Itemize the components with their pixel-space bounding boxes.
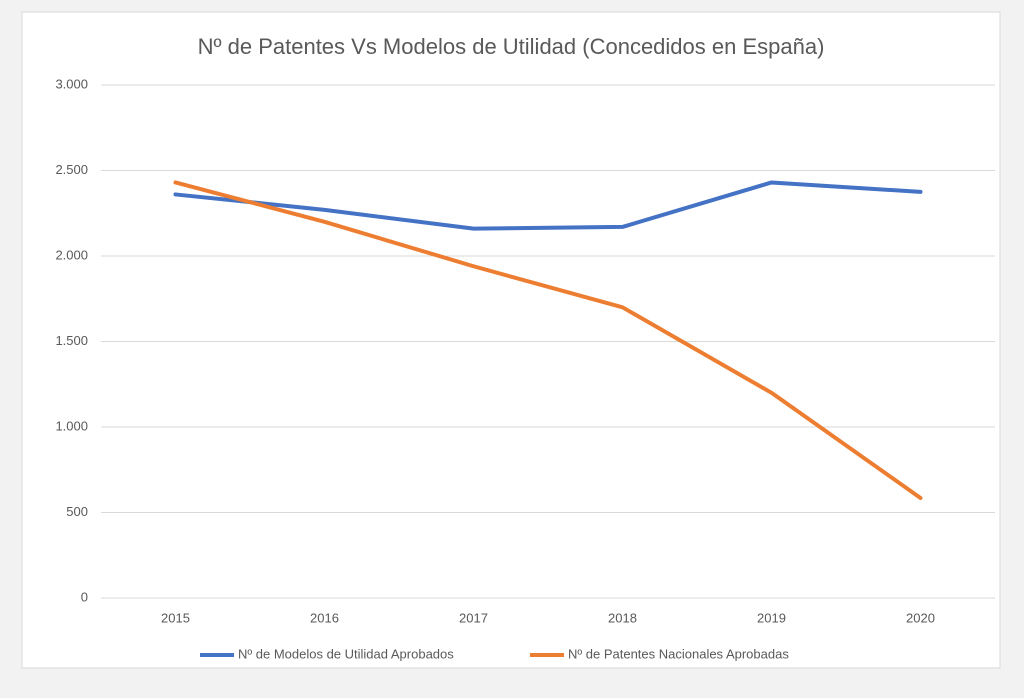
x-tick-label: 2019 (757, 610, 786, 625)
chart-title: Nº de Patentes Vs Modelos de Utilidad (C… (198, 34, 825, 59)
series-line (173, 180, 923, 500)
x-tick-label: 2018 (608, 610, 637, 625)
y-tick-label: 3.000 (55, 76, 88, 91)
x-tick-label: 2015 (161, 610, 190, 625)
y-tick-label: 2.500 (55, 162, 88, 177)
chart-frame (21, 11, 1001, 669)
legend-label: Nº de Patentes Nacionales Aprobadas (568, 646, 789, 661)
series-line (173, 180, 923, 231)
y-tick-label: 1.500 (55, 333, 88, 348)
y-tick-label: 0 (81, 589, 88, 604)
x-tick-label: 2017 (459, 610, 488, 625)
y-tick-label: 2.000 (55, 247, 88, 262)
y-tick-label: 500 (66, 504, 88, 519)
x-tick-label: 2020 (906, 610, 935, 625)
y-tick-label: 1.000 (55, 418, 88, 433)
legend-label: Nº de Modelos de Utilidad Aprobados (238, 646, 454, 661)
x-tick-label: 2016 (310, 610, 339, 625)
